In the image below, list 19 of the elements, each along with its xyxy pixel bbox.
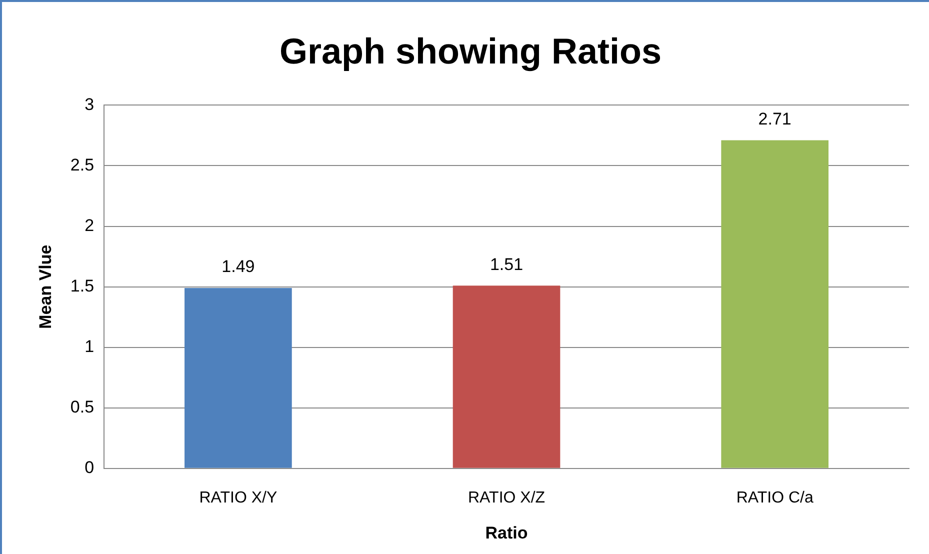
bar [452,286,560,468]
x-axis-title: Ratio [485,523,528,542]
y-tick-label: 3 [84,94,94,114]
x-tick-label: RATIO X/Y [199,489,278,506]
y-tick-label: 0.5 [70,398,94,417]
y-tick-label: 1.5 [70,276,94,296]
chart-title: Graph showing Ratios [279,30,662,72]
x-tick-label: RATIO C/a [736,489,814,506]
y-axis-title: Mean Vlue [36,244,55,329]
x-tick-label: RATIO X/Z [468,489,546,506]
y-tick-label: 2 [84,216,94,235]
data-label: 1.51 [490,254,524,274]
y-tick-label: 0 [84,458,94,478]
bar [721,140,829,468]
y-tick-label: 2.5 [70,155,94,174]
data-label: 2.71 [758,109,792,128]
y-tick-label: 1 [84,337,94,356]
data-label: 1.49 [222,257,255,276]
bar [184,288,292,468]
